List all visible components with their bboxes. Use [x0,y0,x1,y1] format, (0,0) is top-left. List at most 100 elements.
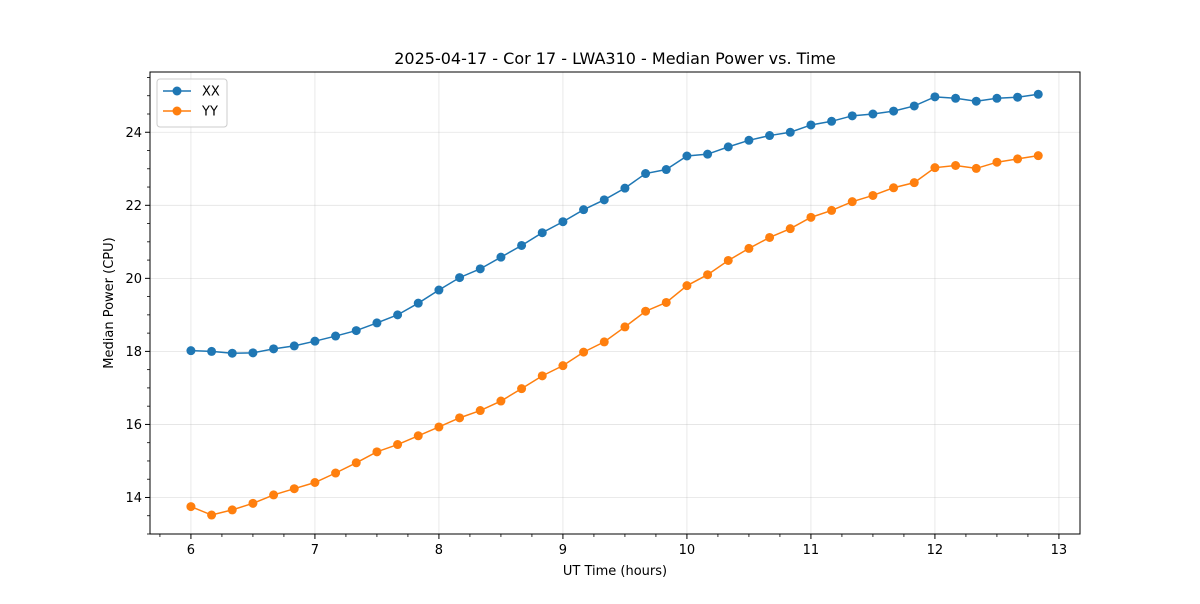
data-point-xx [455,273,465,283]
data-point-yy [248,498,258,508]
data-point-yy [682,281,692,291]
data-point-xx [1013,92,1023,102]
data-point-xx [847,111,857,121]
data-point-xx [806,120,816,130]
data-point-yy [599,337,609,347]
y-tick-label: 22 [125,199,142,214]
data-point-yy [889,183,899,193]
x-tick-label: 8 [435,543,443,558]
data-point-yy [951,160,961,170]
x-tick-label: 11 [803,543,820,558]
data-point-yy [909,178,919,188]
data-point-yy [207,510,217,520]
data-point-yy [537,371,547,381]
data-point-xx [723,142,733,152]
data-point-yy [744,243,754,253]
y-tick-label: 24 [125,126,142,141]
legend-marker-xx [172,86,182,96]
data-point-yy [992,157,1002,167]
data-point-xx [248,348,258,358]
data-point-yy [703,270,713,280]
data-point-xx [393,310,403,320]
data-point-xx [558,217,568,227]
series-layer [186,89,1043,520]
data-point-xx [269,344,279,354]
data-point-yy [413,431,423,441]
legend-label-xx: XX [202,85,220,100]
data-point-xx [1033,89,1043,99]
x-tick-label: 9 [559,543,567,558]
data-point-yy [517,384,527,394]
data-point-xx [992,93,1002,103]
legend-label-yy: YY [201,105,218,120]
data-point-xx [310,336,320,346]
legend-marker-yy [172,106,182,116]
data-point-yy [765,232,775,242]
data-point-xx [517,240,527,250]
data-point-xx [951,93,961,103]
data-point-yy [475,406,485,416]
legend: XX YY [156,78,228,128]
axes: 6 7 8 9 10 11 12 13 14 16 18 20 22 24 [125,77,1067,558]
data-point-xx [413,298,423,308]
data-point-yy [227,505,237,515]
y-tick-label: 14 [125,491,142,506]
grid [150,72,1080,534]
y-axis-label: Median Power (CPU) [102,237,117,368]
data-point-xx [785,127,795,137]
data-point-xx [207,346,217,356]
data-point-yy [496,396,506,406]
data-point-yy [806,212,816,222]
data-point-xx [930,92,940,102]
data-point-yy [620,322,630,332]
data-point-xx [620,183,630,193]
data-point-xx [682,151,692,161]
data-point-xx [641,169,651,179]
data-point-xx [599,195,609,205]
data-point-xx [289,341,299,351]
data-point-yy [868,190,878,200]
data-point-xx [186,346,196,356]
y-tick-label: 20 [125,272,142,287]
data-point-xx [434,285,444,295]
x-tick-label: 12 [927,543,944,558]
data-point-yy [1013,154,1023,164]
data-point-yy [331,468,341,478]
plot-frame [149,71,1081,535]
data-point-yy [351,458,361,468]
data-point-yy [847,197,857,207]
data-point-xx [537,228,547,238]
x-tick-label: 6 [187,543,195,558]
data-point-xx [579,205,589,215]
data-point-yy [558,361,568,371]
data-point-yy [661,297,671,307]
data-point-xx [765,131,775,141]
data-point-yy [827,205,837,215]
data-point-xx [744,135,754,145]
data-point-yy [971,163,981,173]
data-point-yy [785,224,795,234]
data-point-xx [661,165,671,175]
data-point-yy [269,490,279,500]
data-point-xx [496,252,506,262]
data-point-yy [186,502,196,512]
chart-title: 2025-04-17 - Cor 17 - LWA310 - Median Po… [394,49,836,68]
x-axis-label: UT Time (hours) [563,564,667,579]
data-point-yy [723,255,733,265]
data-point-xx [331,331,341,341]
data-point-xx [351,326,361,336]
data-point-xx [889,106,899,116]
data-point-yy [1033,151,1043,161]
x-tick-label: 10 [679,543,696,558]
data-point-xx [971,96,981,106]
x-tick-label: 13 [1051,543,1068,558]
data-point-xx [827,116,837,126]
data-point-yy [372,447,382,457]
y-tick-label: 16 [125,418,142,433]
data-point-yy [289,484,299,494]
data-point-xx [475,264,485,274]
data-point-xx [372,318,382,328]
data-point-yy [393,440,403,450]
